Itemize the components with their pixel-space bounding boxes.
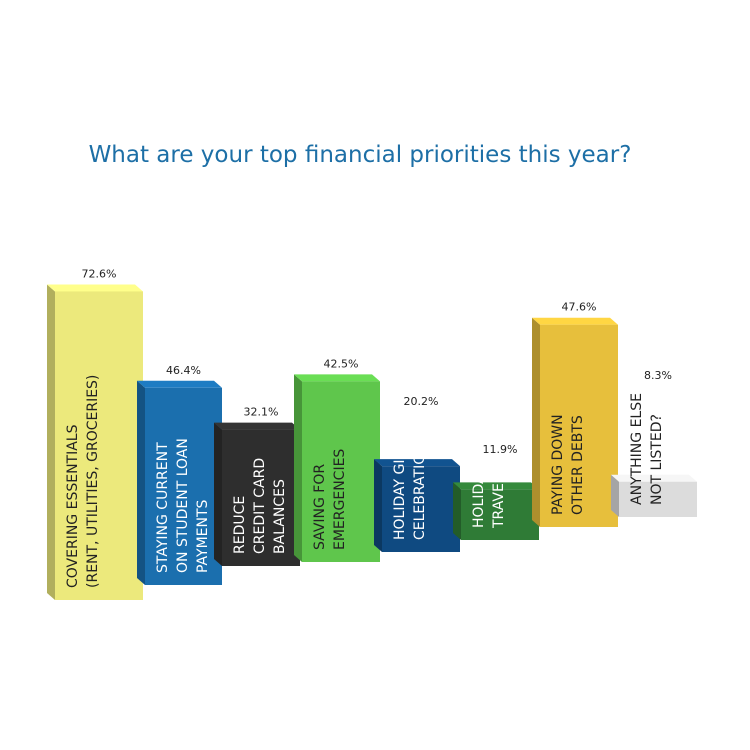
category-label: BALANCES <box>272 479 288 554</box>
bar-top <box>47 284 143 292</box>
bar-top <box>374 459 460 467</box>
bar <box>55 291 143 600</box>
category-label: CELEBRATIONS <box>412 434 428 540</box>
bar-top <box>611 474 697 482</box>
bar-side <box>374 459 382 552</box>
value-label: 20.2% <box>404 395 439 408</box>
bar-top <box>214 422 300 430</box>
value-label: 47.6% <box>562 301 597 314</box>
bar-group: ANYTHING ELSE NOT LISTED? 8.3% <box>611 369 697 517</box>
value-label: 11.9% <box>483 443 518 456</box>
category-label: SAVING FOR <box>312 464 328 550</box>
category-label: NOT LISTED? <box>649 414 665 505</box>
chart-title: What are your top financial priorities t… <box>89 142 632 168</box>
bar <box>461 489 539 540</box>
bar <box>382 466 460 552</box>
bar-group: HOLIDAY GIFTS & CELEBRATIONS 20.2% <box>374 395 460 552</box>
category-label: ANYTHING ELSE <box>629 393 645 505</box>
bar-side <box>294 374 302 562</box>
bar-side <box>453 482 461 540</box>
bar-top <box>294 374 380 382</box>
value-label: 8.3% <box>644 369 672 382</box>
bar <box>540 324 618 527</box>
category-label: EMERGENCIES <box>332 449 348 550</box>
bar-top <box>453 482 539 490</box>
bar <box>222 429 300 566</box>
category-label: HOLIDAY <box>471 467 487 529</box>
category-label: OTHER DEBTS <box>570 415 586 515</box>
bar-group: HOLIDAY TRAVEL 11.9% <box>453 443 539 540</box>
value-label: 42.5% <box>324 357 359 370</box>
bar-side <box>47 284 55 600</box>
bar <box>619 481 697 517</box>
category-label: ON STUDENT LOAN <box>175 438 191 573</box>
bar-group: REDUCE CREDIT CARD BALANCES 32.1% <box>214 406 300 566</box>
category-label: TRAVEL <box>491 475 507 529</box>
value-label: 72.6% <box>82 267 117 280</box>
category-label: REDUCE <box>232 496 248 554</box>
category-label: PAYMENTS <box>195 499 211 573</box>
bar-top <box>137 380 222 388</box>
bar-side <box>214 422 222 566</box>
bar-side <box>532 317 540 527</box>
category-label: CREDIT CARD <box>252 458 268 554</box>
value-label: 32.1% <box>244 406 279 419</box>
category-label: STAYING CURRENT <box>155 442 171 573</box>
category-label: HOLIDAY GIFTS & <box>392 419 408 540</box>
category-label: (RENT, UTILITIES, GROCERIES) <box>85 375 101 588</box>
bar-group: STAYING CURRENT ON STUDENT LOAN PAYMENTS 46… <box>137 364 222 585</box>
value-label: 46.4% <box>166 364 201 377</box>
bar-side <box>137 380 145 585</box>
category-label: COVERING ESSENTIALS <box>65 424 81 588</box>
bar-top <box>532 317 618 325</box>
bar-group: COVERING ESSENTIALS (RENT, UTILITIES, GRO… <box>47 267 143 600</box>
bar-group: PAYING DOWN OTHER DEBTS 47.6% <box>532 301 618 527</box>
bar <box>302 381 380 562</box>
category-label: PAYING DOWN <box>550 414 566 515</box>
bar-group: SAVING FOR EMERGENCIES 42.5% <box>294 357 380 562</box>
bar <box>145 387 222 585</box>
bar-side <box>611 474 619 517</box>
